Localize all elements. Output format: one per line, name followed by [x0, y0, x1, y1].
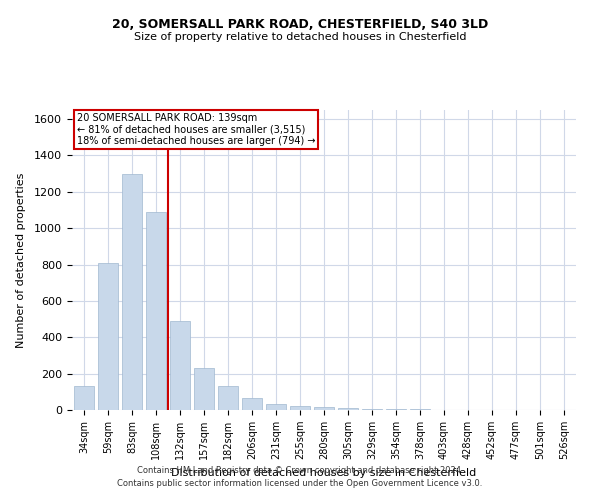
Text: Contains HM Land Registry data © Crown copyright and database right 2024.
Contai: Contains HM Land Registry data © Crown c… — [118, 466, 482, 487]
Bar — [98, 262, 118, 410]
Bar — [362, 408, 382, 410]
Text: Size of property relative to detached houses in Chesterfield: Size of property relative to detached ho… — [134, 32, 466, 42]
Bar — [266, 404, 286, 410]
Bar — [170, 321, 190, 410]
Y-axis label: Number of detached properties: Number of detached properties — [16, 172, 26, 348]
Bar — [218, 386, 238, 410]
Bar — [242, 398, 262, 410]
Bar — [386, 409, 406, 410]
Bar — [290, 406, 310, 410]
Bar — [338, 408, 358, 410]
Bar — [122, 174, 142, 410]
X-axis label: Distribution of detached houses by size in Chesterfield: Distribution of detached houses by size … — [172, 468, 476, 477]
Text: 20 SOMERSALL PARK ROAD: 139sqm
← 81% of detached houses are smaller (3,515)
18% : 20 SOMERSALL PARK ROAD: 139sqm ← 81% of … — [77, 113, 316, 146]
Bar — [74, 386, 94, 410]
Text: 20, SOMERSALL PARK ROAD, CHESTERFIELD, S40 3LD: 20, SOMERSALL PARK ROAD, CHESTERFIELD, S… — [112, 18, 488, 30]
Bar — [194, 368, 214, 410]
Bar — [146, 212, 166, 410]
Bar — [314, 408, 334, 410]
